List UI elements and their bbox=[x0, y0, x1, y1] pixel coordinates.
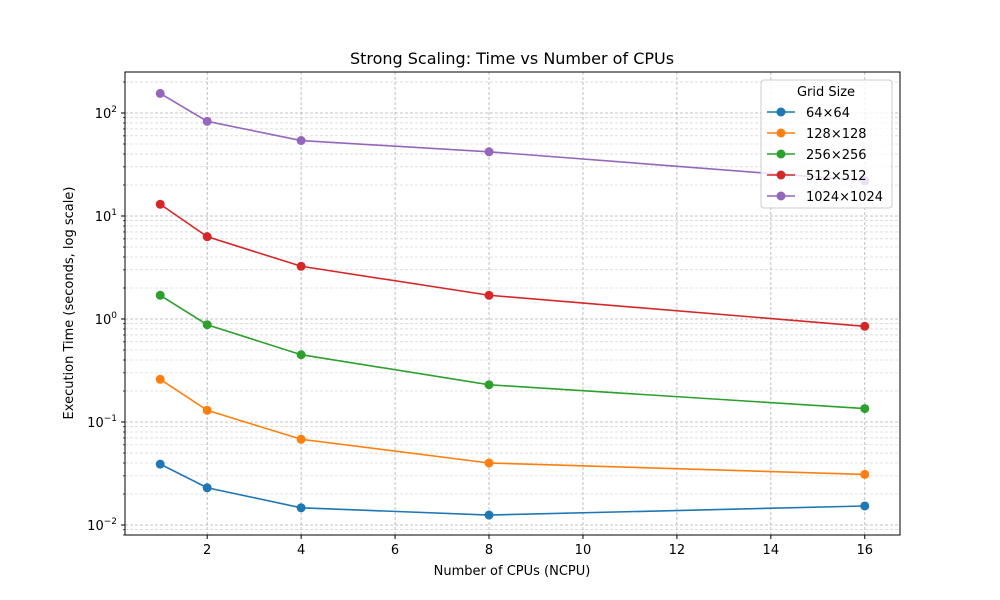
x-tick-label: 4 bbox=[297, 543, 305, 558]
data-point bbox=[202, 232, 212, 242]
legend-item: 1024×1024 bbox=[767, 190, 883, 205]
legend-label: 1024×1024 bbox=[806, 190, 883, 205]
series-3 bbox=[155, 199, 870, 331]
data-point bbox=[484, 510, 494, 520]
series-1 bbox=[155, 374, 870, 479]
data-point bbox=[860, 469, 870, 479]
data-point bbox=[484, 147, 494, 157]
legend-label: 256×256 bbox=[806, 148, 867, 163]
data-point bbox=[296, 350, 306, 360]
legend-item: 256×256 bbox=[767, 148, 867, 163]
data-point bbox=[155, 199, 165, 209]
y-tick-label: 100 bbox=[95, 311, 118, 328]
data-point bbox=[484, 458, 494, 468]
chart-title: Strong Scaling: Time vs Number of CPUs bbox=[350, 49, 674, 68]
y-tick-label: 101 bbox=[95, 208, 117, 225]
legend-item: 64×64 bbox=[767, 106, 850, 121]
legend-title: Grid Size bbox=[797, 85, 855, 100]
x-tick-label: 14 bbox=[763, 543, 780, 558]
data-point bbox=[296, 136, 306, 146]
data-point bbox=[484, 380, 494, 390]
legend-label: 64×64 bbox=[806, 106, 850, 121]
data-point bbox=[155, 290, 165, 300]
legend-label: 128×128 bbox=[806, 127, 867, 142]
data-point bbox=[202, 483, 212, 493]
legend: Grid Size 64×64 128×128 256×256 512×512 1024… bbox=[760, 79, 893, 209]
data-point bbox=[155, 459, 165, 469]
legend-items: 64×64 128×128 256×256 512×512 1024×1024 bbox=[767, 106, 883, 205]
data-point bbox=[155, 88, 165, 98]
data-point bbox=[202, 116, 212, 126]
y-tick-label: 10−2 bbox=[87, 517, 117, 534]
x-axis-title: Number of CPUs (NCPU) bbox=[434, 564, 591, 579]
x-tick-label: 10 bbox=[575, 543, 592, 558]
series-0 bbox=[155, 459, 870, 520]
data-point bbox=[296, 503, 306, 513]
data-point bbox=[296, 261, 306, 271]
x-tick-label: 8 bbox=[485, 543, 493, 558]
legend-item: 512×512 bbox=[767, 169, 867, 184]
plot-frame bbox=[124, 71, 901, 536]
data-point bbox=[860, 321, 870, 331]
data-point bbox=[860, 501, 870, 511]
y-axis-title: Execution Time (seconds, log scale) bbox=[62, 187, 77, 420]
x-tick-label: 6 bbox=[391, 543, 399, 558]
data-point bbox=[202, 405, 212, 415]
data-point bbox=[296, 434, 306, 444]
x-tick-label: 2 bbox=[203, 543, 211, 558]
series-2 bbox=[155, 290, 870, 414]
ticks: 2 4 6 8 10 12 14 16 10−2 10−1 100 101 102 bbox=[87, 81, 873, 558]
legend-marker bbox=[776, 191, 786, 201]
legend-marker bbox=[776, 149, 786, 159]
data-point bbox=[484, 290, 494, 300]
data-point bbox=[202, 320, 212, 330]
x-tick-label: 12 bbox=[669, 543, 686, 558]
legend-marker bbox=[776, 170, 786, 180]
legend-label: 512×512 bbox=[806, 169, 867, 184]
y-tick-label: 10−1 bbox=[87, 414, 117, 431]
x-tick-label: 16 bbox=[856, 543, 873, 558]
legend-marker bbox=[776, 107, 786, 117]
legend-item: 128×128 bbox=[767, 127, 867, 142]
legend-marker bbox=[776, 128, 786, 138]
data-point bbox=[155, 374, 165, 384]
data-point bbox=[860, 404, 870, 414]
y-tick-label: 102 bbox=[95, 105, 117, 122]
